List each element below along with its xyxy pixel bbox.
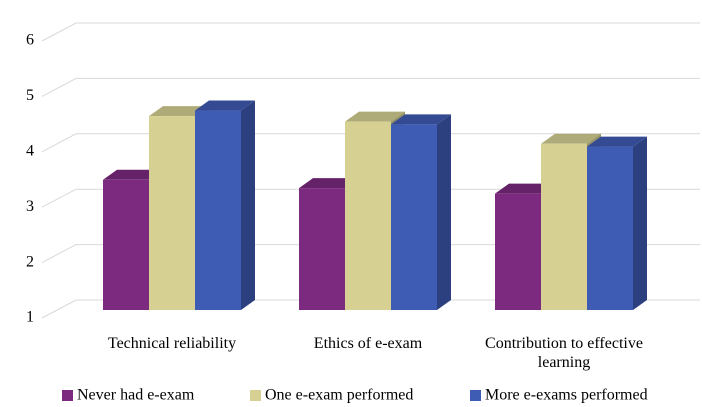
y-tick-label: 6 [26,32,34,49]
y-tick-label: 4 [26,142,34,159]
bar-side [437,114,451,310]
bar-top [541,133,601,144]
x-tick-label: Contribution to effective learning [485,335,643,371]
grid-line [41,77,700,97]
bar [587,146,633,310]
legend-swatch [62,390,73,401]
bar-top [391,114,451,125]
legend-swatch [250,390,261,401]
grid-line [41,22,700,42]
bar-top [195,100,255,111]
grid-line [41,188,700,208]
grid-line [41,133,700,153]
y-tick-label: 5 [26,87,34,104]
y-tick-label: 3 [26,198,34,215]
bar-side [241,100,255,310]
legend-label: Never had e-exam [77,387,195,404]
legend-swatch [470,390,481,401]
bar [391,124,437,310]
legend-label: One e-exam performed [265,387,413,404]
x-tick-label: Technical reliability [107,335,237,352]
bar [103,179,149,310]
y-tick-label: 1 [26,309,34,326]
bar-top [495,183,555,194]
legend-label: More e-exams performed [485,387,648,404]
x-tick-label: Ethics of e-exam [313,335,423,352]
bar [195,110,241,310]
grid-line [41,299,700,319]
bar-top [345,111,405,122]
grid-line [41,244,700,264]
y-tick-label: 2 [26,253,34,270]
bar-top [587,136,647,147]
bar-top [103,169,163,180]
bar-top [299,178,359,189]
bar [345,121,391,310]
bar [541,143,587,310]
bar-top [149,106,209,117]
bar [299,188,345,310]
bar [495,193,541,310]
bar [149,116,195,310]
bar-side [633,136,647,310]
